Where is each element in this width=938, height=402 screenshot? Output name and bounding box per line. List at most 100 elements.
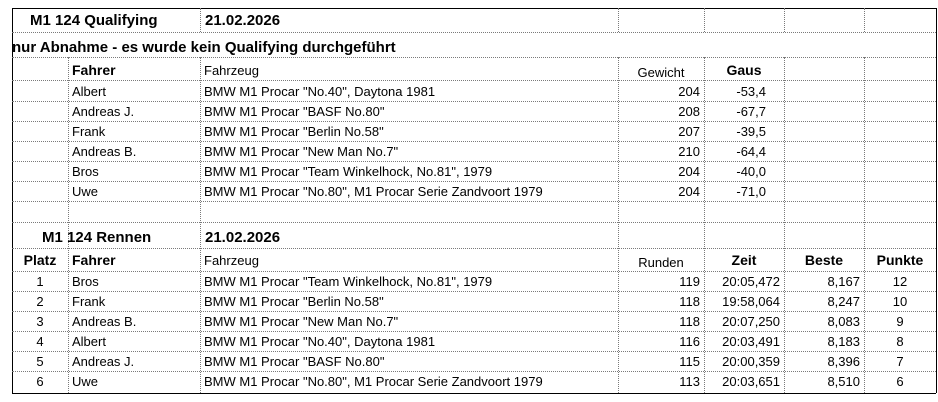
race-platz-cell: 6	[36, 373, 44, 389]
qualifying-header-gaus: Gaus	[726, 62, 762, 78]
qualifying-gaus-cell: -39,5	[736, 123, 766, 139]
race-zeit-cell: 19:58,064	[722, 293, 780, 309]
race-title: M1 124 Rennen	[42, 228, 152, 246]
race-fahrer-cell: Bros	[72, 273, 99, 289]
grid-line	[784, 8, 785, 32]
race-zeit-cell: 20:00,359	[722, 353, 780, 369]
qualifying-fahrzeug-cell: BMW M1 Procar "Berlin No.58"	[204, 123, 384, 139]
race-header-platz: Platz	[23, 252, 57, 268]
qualifying-gewicht-cell: 207	[678, 123, 700, 139]
grid-line	[12, 161, 936, 162]
qualifying-fahrzeug-cell: BMW M1 Procar "No.80", M1 Procar Serie Z…	[204, 183, 543, 199]
race-header-runden: Runden	[638, 254, 684, 270]
race-runden-cell: 115	[679, 353, 700, 369]
race-header-punkte: Punkte	[876, 252, 924, 268]
grid-line	[12, 371, 936, 372]
race-zeit-cell: 20:07,250	[722, 313, 780, 329]
grid-line	[12, 351, 936, 352]
race-punkte-cell: 8	[896, 333, 904, 349]
qualifying-gaus-cell: -40,0	[736, 163, 766, 179]
race-fahrer-cell: Frank	[72, 293, 106, 309]
grid-line	[12, 201, 936, 202]
grid-line	[704, 57, 705, 393]
qualifying-gaus-cell: -71,0	[736, 183, 766, 199]
qualifying-fahrzeug-cell: BMW M1 Procar "Team Winkelhock, No.81", …	[204, 163, 493, 179]
grid-line	[68, 57, 69, 393]
grid-line	[12, 271, 936, 272]
race-fahrzeug-cell: BMW M1 Procar "No.80", M1 Procar Serie Z…	[204, 373, 543, 389]
grid-line	[12, 181, 936, 182]
grid-line	[12, 121, 936, 122]
grid-line	[12, 8, 936, 9]
race-runden-cell: 119	[679, 273, 700, 289]
grid-line	[12, 311, 936, 312]
qualifying-fahrzeug-cell: BMW M1 Procar "New Man No.7"	[204, 143, 399, 159]
qualifying-gewicht-cell: 204	[678, 183, 700, 199]
race-beste-cell: 8,083	[827, 313, 860, 329]
race-fahrzeug-cell: BMW M1 Procar "New Man No.7"	[204, 313, 399, 329]
race-punkte-cell: 6	[896, 373, 904, 389]
qualifying-fahrer-cell: Andreas B.	[72, 143, 137, 159]
race-punkte-cell: 10	[892, 293, 908, 309]
race-zeit-cell: 20:05,472	[722, 273, 780, 289]
grid-line	[12, 291, 936, 292]
qualifying-fahrer-cell: Andreas J.	[72, 103, 135, 119]
grid-line	[618, 57, 619, 393]
qualifying-date: 21.02.2026	[205, 11, 281, 29]
qualifying-gaus-cell: -64,4	[736, 143, 766, 159]
race-fahrer-cell: Albert	[72, 333, 106, 349]
race-header-zeit: Zeit	[731, 252, 757, 268]
race-beste-cell: 8,396	[827, 353, 860, 369]
grid-line	[12, 393, 936, 394]
qualifying-header-fahrzeug: Fahrzeug	[204, 62, 259, 78]
race-runden-cell: 113	[679, 373, 700, 389]
qualifying-fahrer-cell: Frank	[72, 123, 106, 139]
grid-line	[12, 80, 936, 81]
grid-line	[864, 8, 865, 32]
qualifying-fahrer-cell: Bros	[72, 163, 99, 179]
grid-line	[12, 101, 936, 102]
race-platz-cell: 4	[36, 333, 44, 349]
qualifying-fahrer-cell: Albert	[72, 83, 106, 99]
race-header-fahrzeug: Fahrzeug	[204, 252, 259, 268]
race-header-beste: Beste	[804, 252, 844, 268]
race-platz-cell: 2	[36, 293, 44, 309]
grid-line	[200, 8, 201, 32]
grid-line	[12, 248, 936, 249]
grid-line	[12, 32, 936, 33]
race-platz-cell: 5	[36, 353, 44, 369]
race-punkte-cell: 9	[896, 313, 904, 329]
race-zeit-cell: 20:03,651	[722, 373, 780, 389]
race-punkte-cell: 7	[896, 353, 904, 369]
grid-line	[12, 57, 936, 58]
qualifying-title: M1 124 Qualifying	[30, 11, 158, 29]
qualifying-gaus-cell: -67,7	[736, 103, 766, 119]
race-fahrzeug-cell: BMW M1 Procar "Team Winkelhock, No.81", …	[204, 273, 493, 289]
race-date: 21.02.2026	[205, 228, 281, 246]
race-runden-cell: 118	[679, 293, 700, 309]
race-fahrer-cell: Uwe	[72, 373, 99, 389]
race-platz-cell: 1	[36, 273, 44, 289]
race-beste-cell: 8,183	[827, 333, 860, 349]
race-beste-cell: 8,247	[827, 293, 860, 309]
race-fahrzeug-cell: BMW M1 Procar "No.40", Daytona 1981	[204, 333, 436, 349]
grid-line	[12, 331, 936, 332]
qualifying-gewicht-cell: 208	[678, 103, 700, 119]
qualifying-gewicht-cell: 204	[678, 83, 700, 99]
race-beste-cell: 8,510	[827, 373, 860, 389]
grid-line	[12, 222, 936, 223]
race-header-fahrer: Fahrer	[72, 252, 116, 268]
grid-line	[12, 8, 13, 393]
qualifying-gewicht-cell: 204	[678, 163, 700, 179]
qualifying-gaus-cell: -53,4	[736, 83, 766, 99]
grid-line	[704, 8, 705, 32]
grid-line	[784, 57, 785, 393]
grid-line	[864, 57, 865, 393]
qualifying-header-fahrer: Fahrer	[72, 62, 116, 78]
grid-line	[200, 57, 201, 393]
grid-line	[12, 141, 936, 142]
grid-line	[618, 8, 619, 32]
race-fahrer-cell: Andreas B.	[72, 313, 137, 329]
grid-line	[936, 8, 937, 393]
